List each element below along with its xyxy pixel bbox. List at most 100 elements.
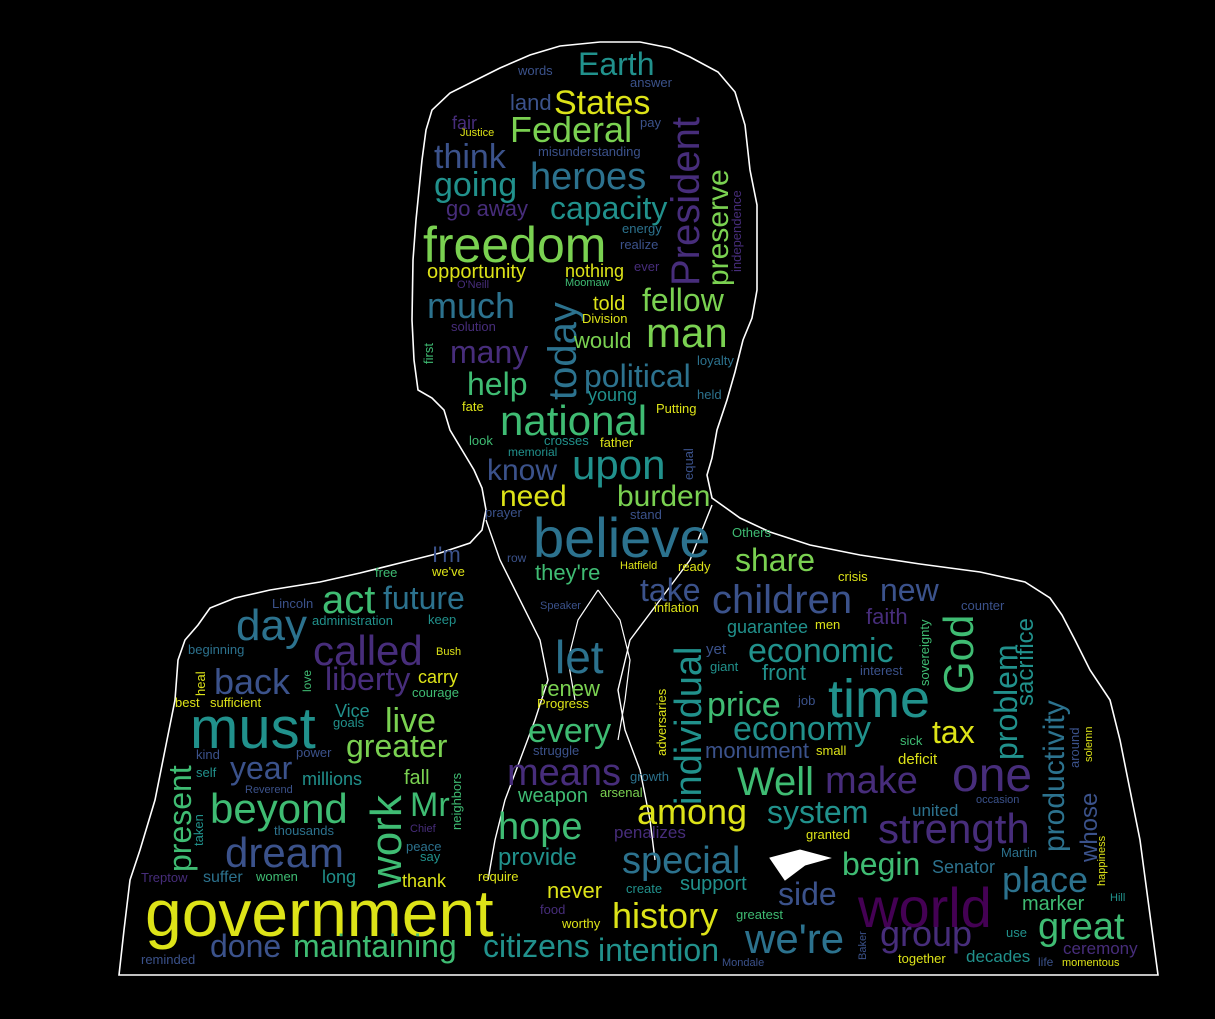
word-mr: Mr — [410, 786, 450, 824]
tie-outline — [567, 589, 631, 741]
word-adversaries: adversaries — [654, 688, 669, 756]
word-weve: we've — [432, 564, 465, 579]
word-senator: Senator — [932, 857, 996, 877]
word-loyalty: loyalty — [697, 353, 734, 368]
word-individual: individual — [668, 646, 710, 805]
word-fellow: fellow — [642, 282, 724, 318]
word-memorial: memorial — [508, 445, 558, 459]
word-independence: independence — [729, 190, 744, 272]
word-millions: millions — [302, 769, 363, 789]
word-one: one — [952, 749, 1033, 802]
word-worthy: worthy — [562, 916, 601, 931]
word-putting: Putting — [656, 401, 697, 416]
word-struggle: struggle — [533, 743, 580, 758]
word-provide: provide — [498, 844, 577, 871]
word-greatest: greatest — [736, 907, 783, 922]
word-live: live — [385, 702, 437, 740]
word-go-away: go away — [446, 196, 528, 221]
word-life: life — [1038, 955, 1054, 969]
word-theyre: they're — [535, 560, 601, 585]
word-sufficient: sufficient — [210, 695, 262, 710]
word-share: share — [735, 542, 816, 578]
word-sovereignty: sovereignty — [917, 619, 932, 686]
word-row: row — [507, 551, 527, 565]
word-momentous: momentous — [1062, 957, 1120, 969]
word-pay: pay — [640, 115, 661, 130]
word-chief: Chief — [410, 823, 436, 835]
word-im: I'm — [432, 542, 461, 567]
word-kind: kind — [196, 747, 220, 762]
word-place: place — [1002, 859, 1089, 900]
word-united: united — [912, 801, 959, 820]
word-were: we're — [745, 915, 845, 962]
word-men: men — [815, 617, 841, 632]
word-greater: greater — [346, 728, 448, 764]
word-dream: dream — [225, 829, 345, 876]
word-together: together — [898, 951, 946, 966]
word-arsenal: arsenal — [600, 785, 643, 800]
word-peace: peace — [406, 839, 442, 854]
word-energy: energy — [622, 221, 662, 236]
word-national: national — [500, 397, 648, 444]
word-told: told — [593, 293, 626, 315]
word-use: use — [1006, 925, 1027, 940]
word-support: support — [680, 873, 747, 895]
word-believe: believe — [533, 506, 711, 569]
word-keep: keep — [428, 612, 457, 627]
word-upon: upon — [572, 441, 666, 488]
word-president: President — [664, 117, 708, 286]
word-opportunity: opportunity — [427, 261, 526, 283]
word-take: take — [640, 572, 701, 608]
word-counter: counter — [961, 598, 1005, 613]
word-yet: yet — [706, 641, 727, 658]
word-granted: granted — [806, 827, 851, 842]
word-stand: stand — [630, 507, 662, 522]
word-lincoln: Lincoln — [272, 596, 314, 611]
word-love: love — [300, 669, 314, 692]
word-help: help — [467, 366, 528, 402]
word-create: create — [626, 881, 663, 896]
word-power: power — [296, 745, 332, 760]
word-hope: hope — [498, 806, 583, 848]
collar-left — [485, 519, 549, 881]
word-land: land — [510, 90, 552, 115]
word-division: Division — [582, 311, 628, 326]
word-would: would — [574, 328, 632, 353]
word-mondale: Mondale — [722, 957, 765, 969]
word-crisis: crisis — [838, 569, 868, 584]
word-small: small — [816, 743, 847, 758]
word-justice: Justice — [460, 127, 495, 139]
word-marker: marker — [1022, 893, 1085, 915]
word-solution: solution — [451, 319, 496, 334]
word-hill: Hill — [1110, 892, 1126, 904]
word-history: history — [612, 895, 719, 936]
word-neighbors: neighbors — [449, 772, 464, 830]
word-well: Well — [737, 760, 815, 804]
word-nothing: nothing — [565, 261, 625, 281]
word-treptow: Treptow — [141, 870, 188, 885]
word-look: look — [469, 433, 493, 448]
word-every: every — [528, 712, 612, 750]
word-front: front — [762, 660, 807, 685]
word-realize: realize — [620, 237, 659, 252]
word-time: time — [828, 669, 931, 729]
word-year: year — [230, 750, 293, 786]
word-political: political — [584, 358, 691, 394]
word-tax: tax — [932, 714, 975, 750]
word-self: self — [196, 765, 217, 780]
word-carry: carry — [418, 667, 458, 687]
word-ready: ready — [678, 559, 711, 574]
word-citizens: citizens — [483, 928, 590, 964]
word-around: around — [1067, 727, 1082, 768]
word-decades: decades — [966, 947, 1031, 966]
word-goals: goals — [333, 715, 365, 730]
word-sacrifice: sacrifice — [1012, 617, 1039, 706]
word-know: know — [487, 454, 558, 487]
word-heal: heal — [193, 671, 208, 696]
word-women: women — [256, 869, 298, 884]
word-weapon: weapon — [518, 785, 589, 807]
word-speaker: Speaker — [540, 600, 581, 612]
word-prayer: prayer — [485, 505, 522, 520]
word-suffer: suffer — [203, 869, 243, 886]
